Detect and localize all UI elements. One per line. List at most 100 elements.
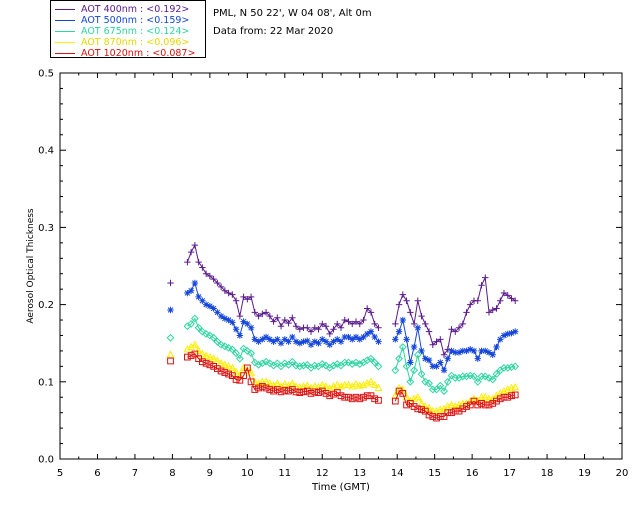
data-point bbox=[481, 393, 490, 401]
x-tick-label: 17 bbox=[503, 468, 516, 479]
data-point bbox=[228, 363, 237, 371]
data-point bbox=[493, 343, 500, 351]
data-point bbox=[410, 343, 418, 351]
data-point bbox=[191, 279, 199, 287]
x-tick-label: 9 bbox=[207, 468, 213, 479]
data-point bbox=[452, 328, 459, 335]
data-point bbox=[398, 343, 407, 351]
data-point bbox=[199, 264, 206, 271]
data-point bbox=[299, 361, 308, 370]
data-point bbox=[292, 388, 300, 396]
location-text: PML, N 50 22', W 04 08', Alt 0m bbox=[213, 8, 372, 19]
legend-item-400nm: AOT 400nm : <0.192> bbox=[55, 4, 189, 15]
data-point bbox=[213, 365, 221, 373]
data-point bbox=[360, 316, 367, 324]
data-point bbox=[259, 310, 266, 318]
data-point bbox=[485, 349, 493, 356]
data-point bbox=[407, 359, 414, 366]
data-point bbox=[183, 345, 192, 353]
data-point bbox=[440, 351, 448, 358]
data-point bbox=[425, 356, 433, 364]
data-point bbox=[326, 341, 333, 348]
data-point bbox=[307, 328, 315, 335]
data-point bbox=[330, 338, 337, 345]
data-point bbox=[482, 347, 489, 355]
data-point bbox=[452, 349, 459, 356]
data-point bbox=[429, 413, 437, 420]
data-point bbox=[508, 295, 515, 302]
data-point bbox=[322, 338, 330, 345]
data-point bbox=[511, 362, 520, 371]
data-point bbox=[296, 326, 303, 333]
data-point bbox=[392, 320, 399, 328]
data-point bbox=[210, 305, 217, 312]
data-point bbox=[429, 341, 436, 348]
data-point bbox=[330, 390, 337, 398]
legend-label-870nm: AOT 870nm : <0.096> bbox=[81, 37, 190, 48]
data-point bbox=[303, 387, 311, 395]
data-point bbox=[402, 393, 411, 401]
data-point bbox=[356, 320, 363, 328]
data-point bbox=[239, 344, 248, 353]
x-tick-label: 5 bbox=[57, 468, 63, 479]
data-point bbox=[288, 379, 297, 387]
x-tick-label: 18 bbox=[541, 468, 554, 479]
data-point bbox=[270, 338, 277, 345]
data-point bbox=[224, 362, 233, 370]
data-point bbox=[330, 326, 337, 333]
y-tick-label: 0.0 bbox=[38, 455, 54, 466]
data-point bbox=[166, 350, 175, 358]
legend-label-1020nm: AOT 1020nm : <0.087> bbox=[81, 48, 196, 59]
y-axis-label: Aerosol Optical Thickness bbox=[26, 208, 36, 324]
data-point bbox=[363, 356, 372, 365]
data-point bbox=[403, 401, 410, 409]
data-point bbox=[296, 389, 304, 396]
data-point bbox=[410, 366, 418, 375]
legend-item-1020nm: AOT 1020nm : <0.087> bbox=[55, 48, 195, 59]
data-point bbox=[262, 333, 270, 341]
x-tick-label: 16 bbox=[466, 468, 479, 479]
data-point bbox=[202, 301, 210, 308]
data-point bbox=[348, 395, 356, 403]
data-point bbox=[474, 401, 482, 409]
legend-swatch-400nm bbox=[55, 9, 75, 10]
data-point bbox=[433, 363, 440, 370]
data-point bbox=[474, 297, 481, 304]
data-point bbox=[467, 301, 474, 308]
data-point bbox=[281, 316, 288, 324]
data-point bbox=[371, 395, 379, 403]
data-point bbox=[295, 362, 304, 371]
data-point bbox=[512, 328, 519, 335]
data-point bbox=[198, 327, 207, 336]
legend-label-500nm: AOT 500nm : <0.159> bbox=[81, 15, 190, 26]
data-point bbox=[307, 390, 315, 397]
data-point bbox=[247, 349, 255, 358]
plot-markers bbox=[166, 241, 520, 422]
data-point bbox=[259, 336, 266, 343]
data-point bbox=[414, 405, 422, 413]
data-point bbox=[395, 387, 403, 395]
data-point bbox=[351, 379, 361, 388]
data-point bbox=[251, 309, 259, 316]
data-point bbox=[239, 363, 248, 371]
data-point bbox=[334, 320, 341, 328]
data-point bbox=[258, 383, 266, 390]
data-point bbox=[240, 372, 247, 380]
data-point bbox=[413, 350, 422, 359]
data-point bbox=[417, 370, 426, 378]
data-point bbox=[492, 370, 501, 378]
data-point bbox=[391, 397, 399, 405]
data-point bbox=[375, 324, 382, 331]
data-point bbox=[429, 363, 436, 370]
data-point bbox=[459, 405, 467, 413]
series-aot-400nm-line bbox=[186, 243, 379, 335]
data-point bbox=[195, 258, 202, 266]
data-point bbox=[463, 347, 470, 355]
data-point bbox=[281, 386, 289, 394]
data-point bbox=[366, 377, 376, 385]
data-point bbox=[341, 333, 348, 341]
data-point bbox=[304, 337, 311, 345]
data-point bbox=[352, 318, 360, 325]
data-point bbox=[432, 385, 441, 394]
data-point bbox=[488, 375, 497, 384]
